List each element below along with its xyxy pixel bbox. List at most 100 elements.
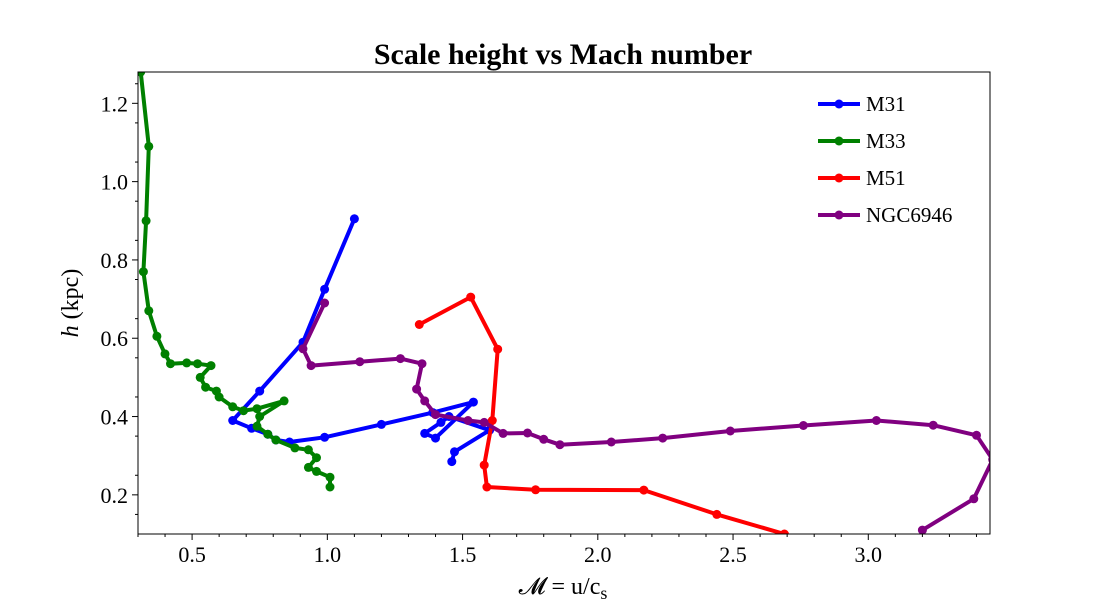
data-point-m51-1 (466, 292, 476, 302)
data-point-m31-9 (320, 432, 330, 442)
data-point-ngc6946-19 (871, 416, 881, 425)
y-tick-label: 0.4 (101, 405, 129, 430)
legend-entry-ngc6946: NGC6946 (818, 203, 952, 227)
data-point-m33-17 (252, 404, 262, 414)
data-point-m33-5 (152, 331, 162, 341)
data-point-ngc6946-17 (725, 426, 735, 436)
series-m51 (414, 292, 789, 534)
x-tick-label: 2.5 (719, 542, 747, 567)
data-point-m51-3 (487, 416, 497, 425)
data-point-m33-27 (312, 466, 321, 476)
data-point-ngc6946-3 (355, 357, 365, 367)
y-tick-label: 0.2 (101, 483, 129, 508)
data-point-m33-12 (201, 382, 211, 392)
data-point-m33-4 (144, 306, 154, 316)
x-axis-label-main: 𝓜 = u/c (519, 574, 601, 600)
legend-marker (834, 99, 844, 109)
data-point-ngc6946-10 (479, 417, 489, 427)
y-axis-label: h (kpc) (58, 269, 84, 338)
data-point-ngc6946-14 (555, 440, 565, 450)
x-tick-label: 2.0 (584, 542, 612, 567)
data-point-ngc6946-13 (539, 434, 549, 444)
data-point-ngc6946-21 (972, 430, 981, 440)
data-point-m33-18 (279, 396, 289, 406)
data-point-m51-4 (479, 460, 489, 470)
data-point-m33-21 (263, 429, 273, 439)
data-point-m33-22 (271, 435, 281, 445)
data-point-m33-10 (206, 361, 216, 371)
series-line-m51 (417, 295, 787, 534)
legend-label: NGC6946 (866, 203, 952, 227)
legend-label: M33 (866, 129, 906, 153)
data-point-ngc6946-1 (298, 344, 308, 354)
data-point-m33-25 (312, 453, 321, 463)
data-point-m51-7 (639, 485, 649, 495)
legend-label: M51 (866, 166, 906, 190)
y-tick-label: 0.8 (101, 248, 129, 273)
data-point-m33-11 (195, 372, 205, 382)
data-point-ngc6946-0 (320, 298, 330, 308)
data-point-ngc6946-12 (523, 428, 532, 438)
data-point-m33-8 (182, 358, 192, 368)
legend-entry-m31: M31 (818, 92, 906, 116)
data-point-m33-19 (255, 412, 265, 421)
data-point-m51-6 (531, 485, 541, 495)
data-point-m31-18 (450, 447, 459, 457)
data-point-ngc6946-7 (420, 396, 430, 406)
data-point-m31-10 (376, 419, 386, 429)
x-axis-label-sub: s (600, 583, 607, 600)
data-point-ngc6946-6 (412, 384, 422, 394)
series-ngc6946 (298, 298, 990, 534)
data-point-m33-20 (252, 421, 262, 431)
data-point-ngc6946-23 (969, 494, 979, 504)
data-point-m51-0 (414, 320, 424, 329)
x-tick-label: 1.5 (449, 542, 477, 567)
data-point-m31-1 (320, 284, 330, 294)
data-point-ngc6946-2 (306, 361, 316, 371)
series-line-m31 (230, 216, 492, 464)
data-point-m33-24 (303, 445, 313, 455)
data-point-ngc6946-24 (917, 525, 927, 534)
legend-marker (834, 136, 844, 146)
data-point-m31-0 (349, 214, 359, 224)
ticks-layer: 0.5 1.0 1.5 2.0 2.5 3.0 0.2 0.4 0.6 0.8 1.0 1.2 (101, 83, 977, 567)
legend-label: M31 (866, 92, 906, 116)
data-point-m33-29 (325, 482, 335, 492)
data-point-m33-3 (138, 267, 148, 277)
data-point-m51-5 (482, 482, 492, 492)
data-point-ngc6946-16 (658, 433, 668, 443)
chart-title: Scale height vs Mach number (374, 38, 752, 71)
data-point-m51-8 (712, 509, 722, 519)
data-point-m31-13 (431, 433, 440, 443)
data-point-m31-4 (228, 416, 238, 425)
data-point-m51-2 (493, 344, 503, 354)
x-tick-label: 0.5 (178, 542, 206, 567)
y-tick-label: 1.2 (101, 91, 129, 116)
data-point-m33-1 (144, 141, 154, 151)
data-point-m33-0 (138, 72, 146, 77)
data-point-m33-28 (325, 472, 335, 482)
data-point-m33-23 (290, 443, 300, 453)
data-point-m33-26 (303, 462, 313, 472)
data-point-m31-19 (447, 457, 457, 467)
series-m33 (138, 72, 335, 492)
data-point-ngc6946-8 (431, 410, 440, 420)
data-point-m51-9 (779, 529, 789, 534)
data-point-ngc6946-18 (798, 421, 808, 430)
data-point-m33-7 (166, 359, 175, 369)
data-point-ngc6946-5 (417, 359, 427, 369)
data-point-ngc6946-4 (395, 354, 405, 364)
legend: M31 M33 M51 NGC6946 (818, 92, 952, 227)
legend-entry-m33: M33 (818, 129, 906, 153)
data-point-m31-15 (436, 417, 446, 427)
legend-marker (834, 210, 844, 220)
data-point-m33-9 (193, 359, 202, 369)
series-m31 (228, 214, 495, 467)
legend-entry-m51: M51 (818, 166, 906, 190)
data-point-ngc6946-20 (928, 420, 938, 430)
y-axis-label-italic: h (58, 325, 84, 337)
data-point-m33-16 (239, 406, 248, 416)
data-point-m31-3 (255, 386, 265, 396)
y-tick-label: 0.6 (101, 326, 129, 351)
